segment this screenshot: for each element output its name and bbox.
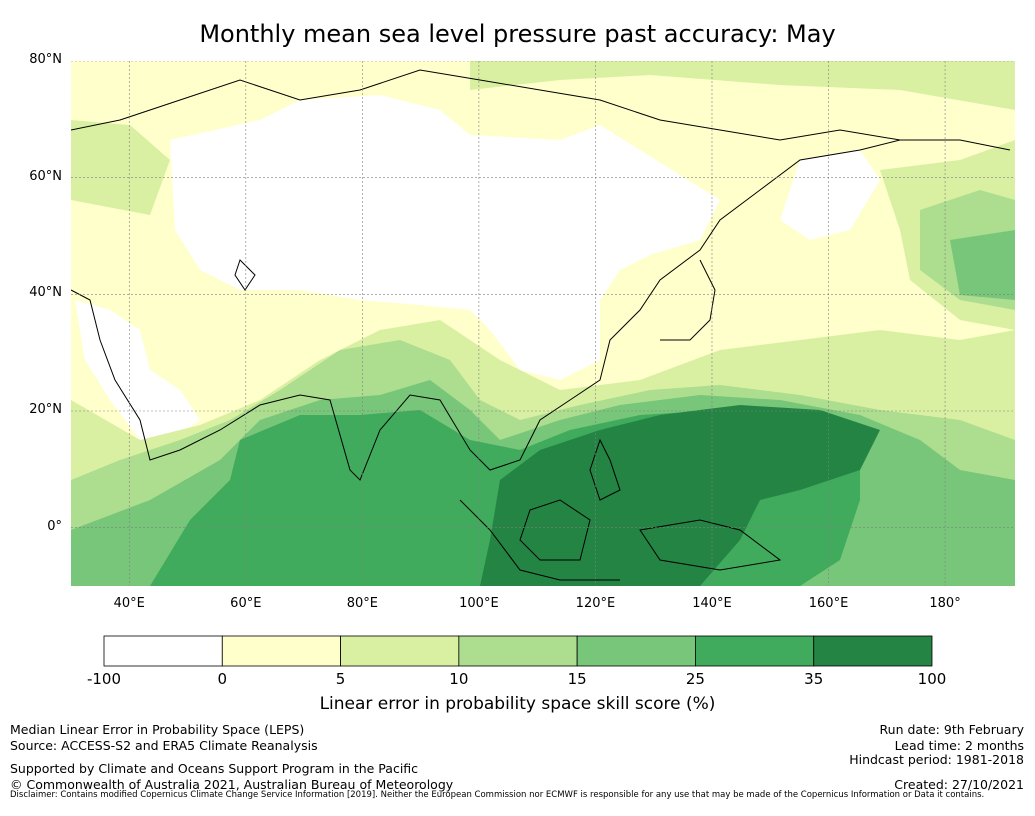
colorbar-tick-label: 35 xyxy=(804,670,824,688)
coastline xyxy=(639,519,782,571)
colorbar-segment xyxy=(695,635,815,667)
lat-tick-label: 80°N xyxy=(29,52,62,67)
colorbar-tick-label: 100 xyxy=(917,670,947,688)
colorbar-tick-label: 25 xyxy=(685,670,705,688)
colorbar-tick-label: -100 xyxy=(86,670,122,688)
lon-tick-label: 60°E xyxy=(230,596,262,611)
skill-region xyxy=(170,95,720,380)
lon-tick-label: 160°E xyxy=(808,596,849,611)
skill-region xyxy=(780,150,880,240)
colorbar-tick-label: 5 xyxy=(335,670,346,688)
colorbar-segment xyxy=(340,635,460,667)
colorbar xyxy=(103,635,933,667)
colorbar-label: Linear error in probability space skill … xyxy=(319,694,716,714)
support-note: Supported by Climate and Oceans Support … xyxy=(10,761,419,776)
lon-tick-label: 140°E xyxy=(692,596,732,611)
lon-tick-label: 80°E xyxy=(346,596,378,611)
product-name: Median Linear Error in Probability Space… xyxy=(10,722,305,737)
skill-map xyxy=(71,61,1015,586)
copyright: © Commonwealth of Australia 2021, Austra… xyxy=(10,777,454,792)
colorbar-tick-label: 0 xyxy=(217,670,228,688)
created-date: Created: 27/10/2021 xyxy=(894,777,1024,792)
coastline xyxy=(459,499,620,581)
skill-region xyxy=(470,61,1015,110)
lon-tick-label: 120°E xyxy=(575,596,616,611)
lon-tick-label: 180° xyxy=(929,596,961,611)
lat-tick-label: 20°N xyxy=(29,402,62,417)
colorbar-segment xyxy=(813,635,933,667)
coastline xyxy=(71,139,1011,481)
lon-tick-label: 100°E xyxy=(459,596,499,611)
skill-region xyxy=(480,405,880,586)
colorbar-segment xyxy=(458,635,578,667)
lat-tick-label: 40°N xyxy=(29,285,62,301)
colorbar-segment xyxy=(103,635,223,667)
coastline xyxy=(660,259,716,341)
coastline xyxy=(519,499,591,561)
coastline xyxy=(71,69,901,141)
run-date: Run date: 9th February xyxy=(879,722,1024,737)
coastline xyxy=(589,438,621,501)
lon-tick-label: 40°E xyxy=(113,596,145,611)
data-source: Source: ACCESS-S2 and ERA5 Climate Reana… xyxy=(10,738,318,753)
skill-region xyxy=(75,300,200,440)
lead-time: Lead time: 2 months xyxy=(894,738,1024,753)
skill-region xyxy=(950,230,1015,300)
colorbar-tick-label: 10 xyxy=(449,670,469,688)
disclaimer: Disclaimer: Contains modified Copernicus… xyxy=(10,790,985,800)
colorbar-tick-label: 15 xyxy=(567,670,587,688)
skill-region xyxy=(71,120,170,215)
lat-tick-label: 60°N xyxy=(29,168,62,184)
lat-tick-label: 0° xyxy=(47,518,62,534)
coastline xyxy=(234,259,256,291)
chart-title: Monthly mean sea level pressure past acc… xyxy=(199,20,836,48)
colorbar-segment xyxy=(221,635,341,667)
colorbar-segment xyxy=(576,635,696,667)
hindcast-period: Hindcast period: 1981-2018 xyxy=(849,752,1024,767)
